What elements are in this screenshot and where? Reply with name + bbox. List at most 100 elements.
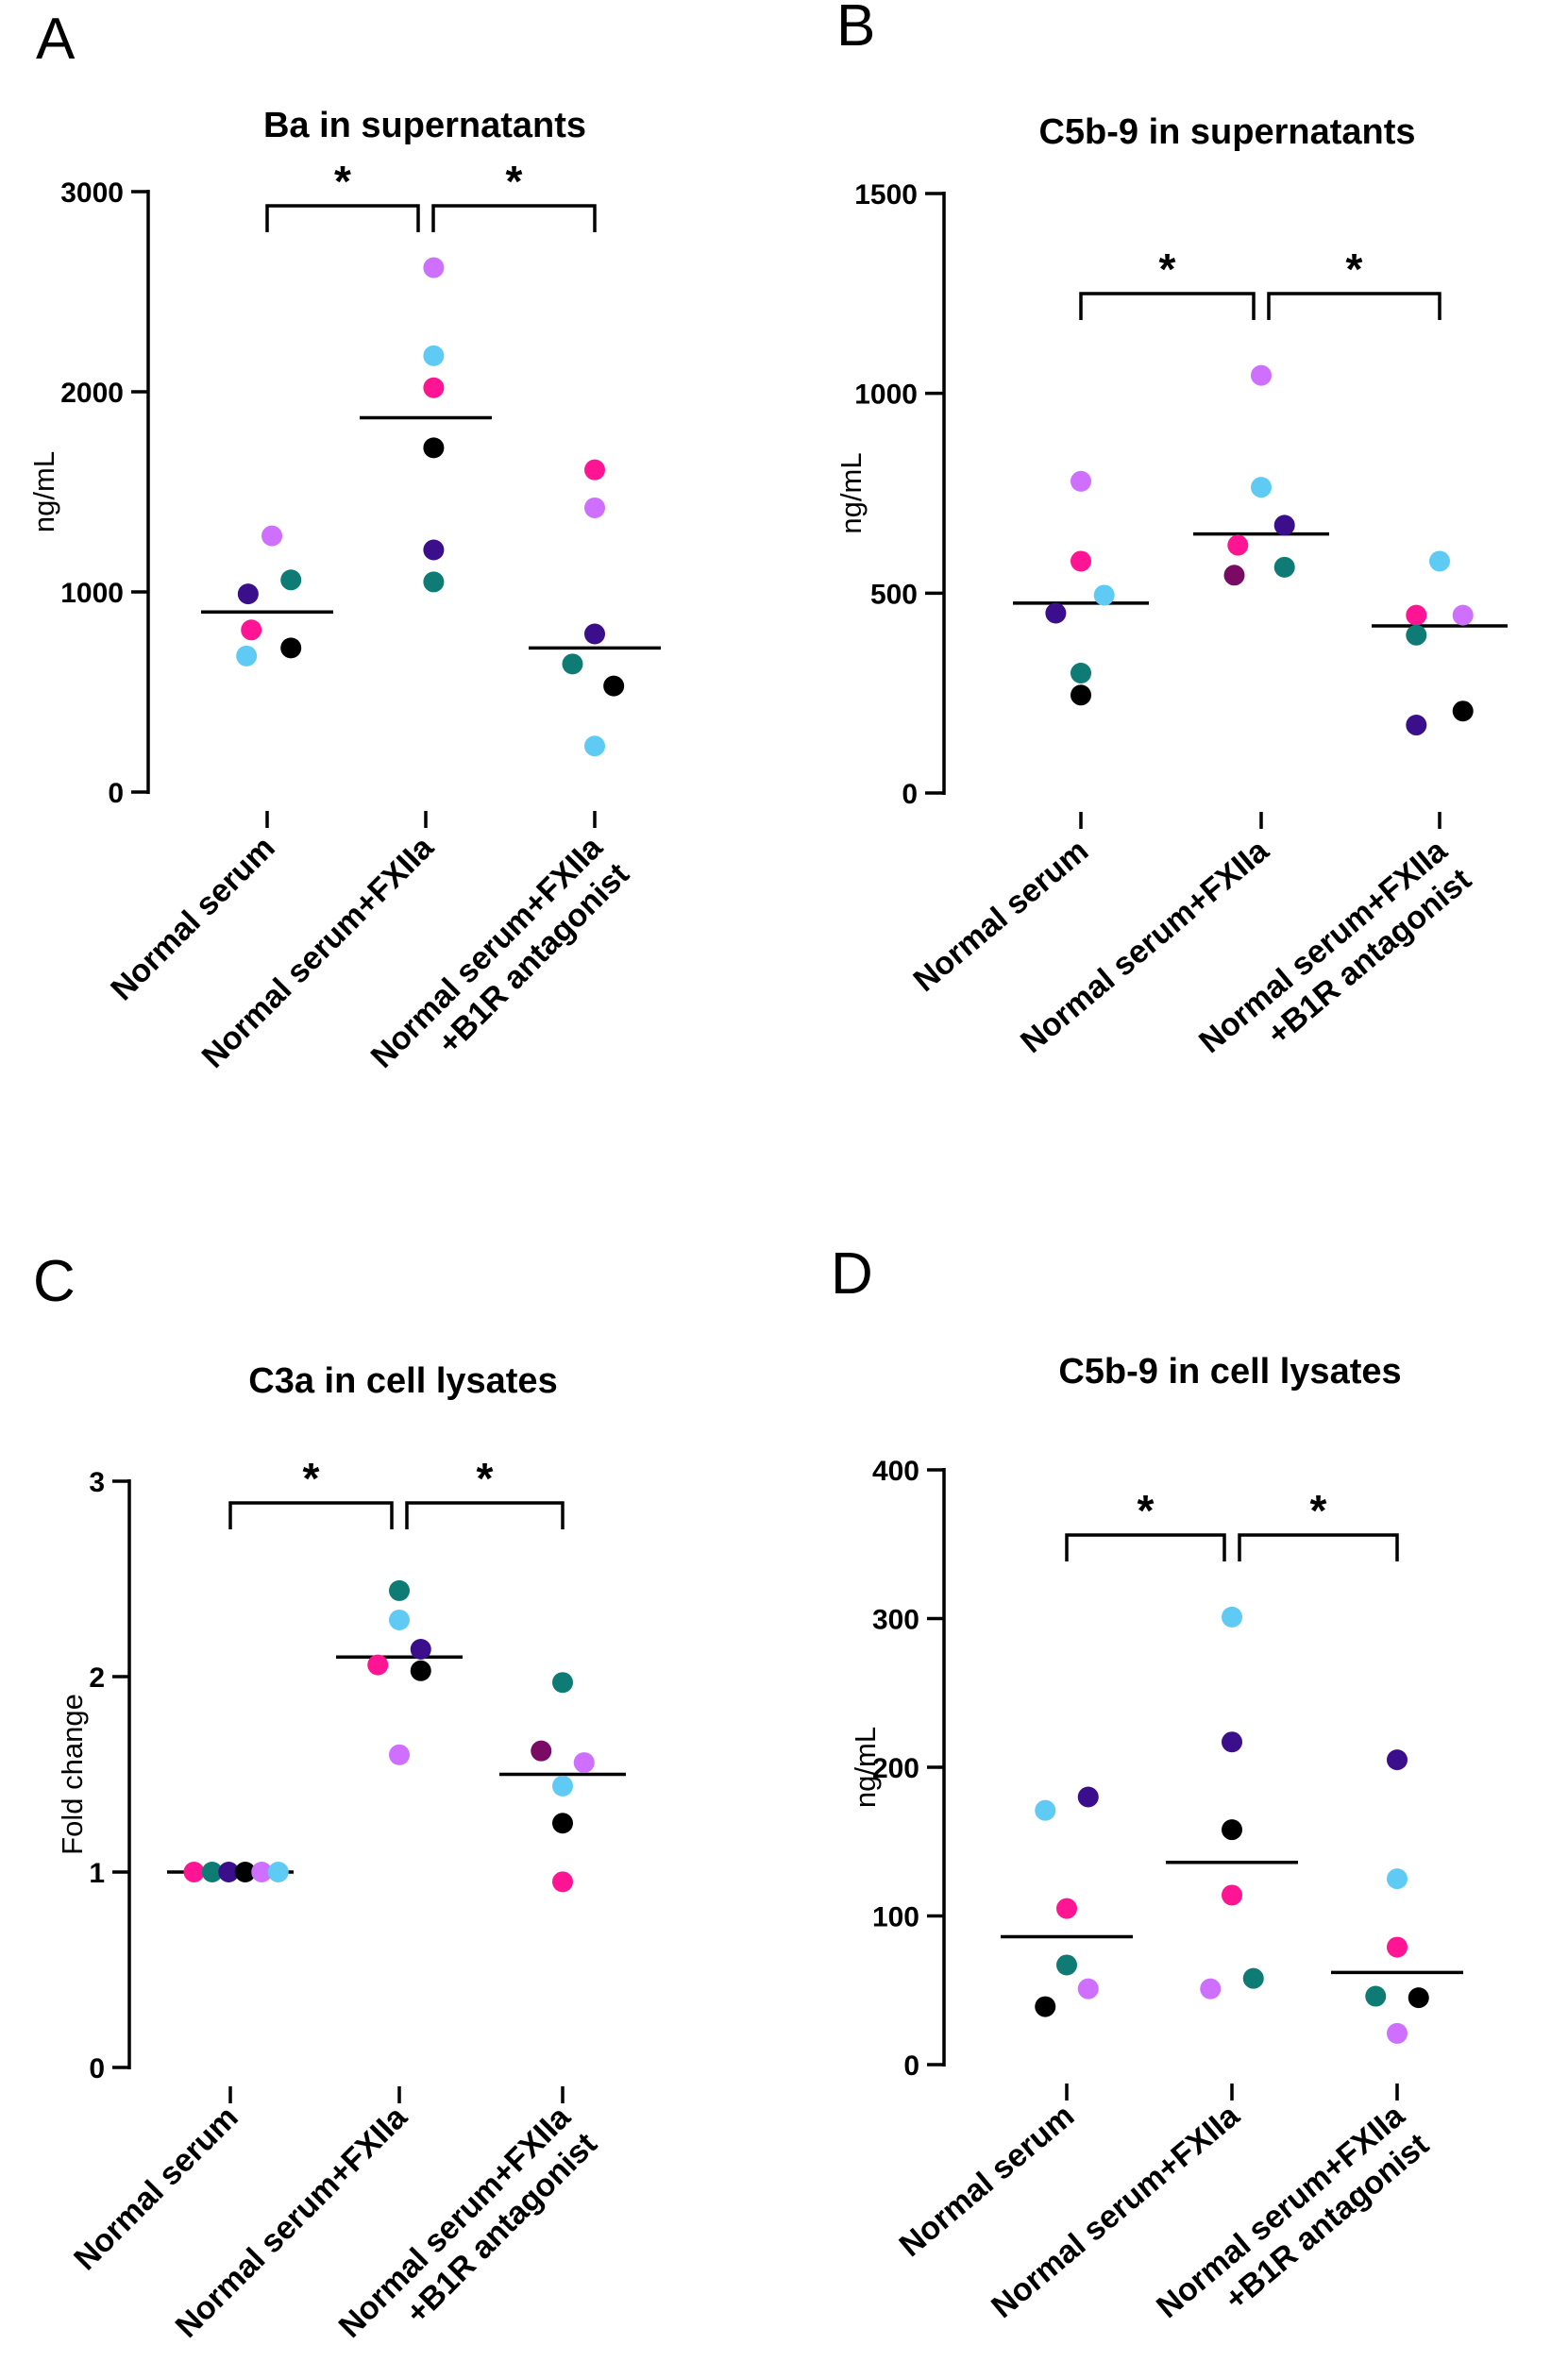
data-point [1056,1954,1077,1976]
data-point [1045,602,1067,624]
data-point [552,1871,573,1893]
panel-c: C C3a in cell lysates 0 1 2 3 Fold change Norma… [33,1249,626,2345]
data-point [423,377,445,398]
panel-letter: B [836,0,875,59]
data-point [423,257,445,278]
panel-letter: C [33,1249,76,1314]
y-axis-label: Fold change [56,1694,89,1855]
category-label: Normal serum [907,833,1096,999]
data-point [584,735,605,757]
data-point [1071,550,1091,572]
data-point [410,1639,431,1661]
data-point [1452,604,1474,626]
y-axis-label: ng/mL [27,451,60,532]
data-point [423,539,445,561]
y-tick-label: 1 [89,1858,105,1889]
y-axis-label: ng/mL [835,452,868,533]
significance-star: * [1346,245,1363,294]
data-point [1273,515,1295,536]
data-point [1408,1987,1429,2009]
data-point [261,525,283,547]
data-point [1251,477,1272,498]
data-point [1071,470,1091,492]
data-point [237,583,259,605]
y-tick-label: 0 [108,778,124,809]
chart-title: C3a in cell lysates [248,1361,557,1401]
data-point [573,1752,595,1774]
data-point [1387,1749,1408,1771]
y-tick-label: 1500 [854,179,918,211]
data-point [1387,1936,1408,1958]
category-label-line: Normal serum [104,830,282,1008]
data-point [1035,1996,1056,2017]
data-point [552,1672,573,1694]
y-tick-label: 500 [870,579,918,610]
data-point [1273,556,1295,578]
data-point [1071,663,1091,683]
data-point [1387,2022,1408,2044]
data-point [410,1660,431,1681]
category-label: Normal serum [67,2100,245,2278]
y-tick-label: 100 [872,1902,919,1933]
data-point [531,1740,552,1762]
data-point [1387,1868,1408,1890]
y-tick-label: 3 [89,1467,105,1498]
y-tick-label: 0 [902,779,918,810]
y-tick-label: 400 [872,1456,919,1487]
data-point [280,569,302,591]
data-point [1222,1819,1242,1841]
significance-bracket [1065,1533,1226,1561]
y-tick-label: 0 [903,2050,919,2082]
significance-star: * [303,1454,320,1503]
data-point [1406,624,1427,646]
significance-star: * [506,157,523,206]
y-tick-label: 300 [872,1605,919,1636]
data-point [423,437,445,459]
data-point [201,1862,223,1882]
significance-bracket [431,204,597,232]
data-point [1077,1978,1099,1999]
data-point [1242,1967,1264,1989]
category-label-line: Normal serum [907,833,1096,999]
data-point [1071,684,1091,706]
data-point [1365,1985,1387,2007]
significance-star: * [477,1454,494,1503]
data-point [1227,534,1249,556]
data-point [389,1609,410,1630]
data-point [367,1654,389,1676]
category-label: Normal serum [893,2098,1082,2264]
data-point [389,1744,410,1765]
data-point [584,459,605,481]
data-point [1406,715,1427,736]
data-point [423,345,445,366]
y-tick-label: 0 [89,2053,105,2084]
data-point [1093,584,1115,606]
data-point [236,645,258,666]
data-point [251,1862,273,1882]
data-point [1429,550,1450,572]
panel-d: D C5b-9 in cell lysates 0 100 200 300 400 ng/mL… [831,1241,1463,2325]
y-tick-label: 1000 [854,380,918,411]
panel-b: B C5b-9 in supernatants 0 500 1000 1500 ng/mL N… [835,0,1508,1060]
data-point [603,675,625,697]
significance-star: * [1138,1486,1155,1535]
data-point [1222,1606,1242,1628]
data-point [241,619,262,641]
data-point [389,1579,410,1601]
y-tick-label: 1000 [60,578,124,609]
data-point [280,637,302,659]
panel-letter: A [36,7,76,72]
data-point [552,1775,573,1797]
significance-bracket [228,1501,394,1529]
y-tick-label: 3000 [60,177,124,209]
data-point [1222,1884,1242,1906]
y-tick-label: 200 [872,1753,919,1784]
significance-bracket [1238,1533,1399,1561]
data-point [552,1813,573,1834]
data-point [1222,1731,1242,1753]
significance-bracket [1267,292,1442,320]
data-point [183,1862,205,1882]
category-label-line: Normal serum [893,2098,1082,2264]
chart-title: Ba in supernatants [263,106,586,145]
data-point [267,1862,289,1882]
